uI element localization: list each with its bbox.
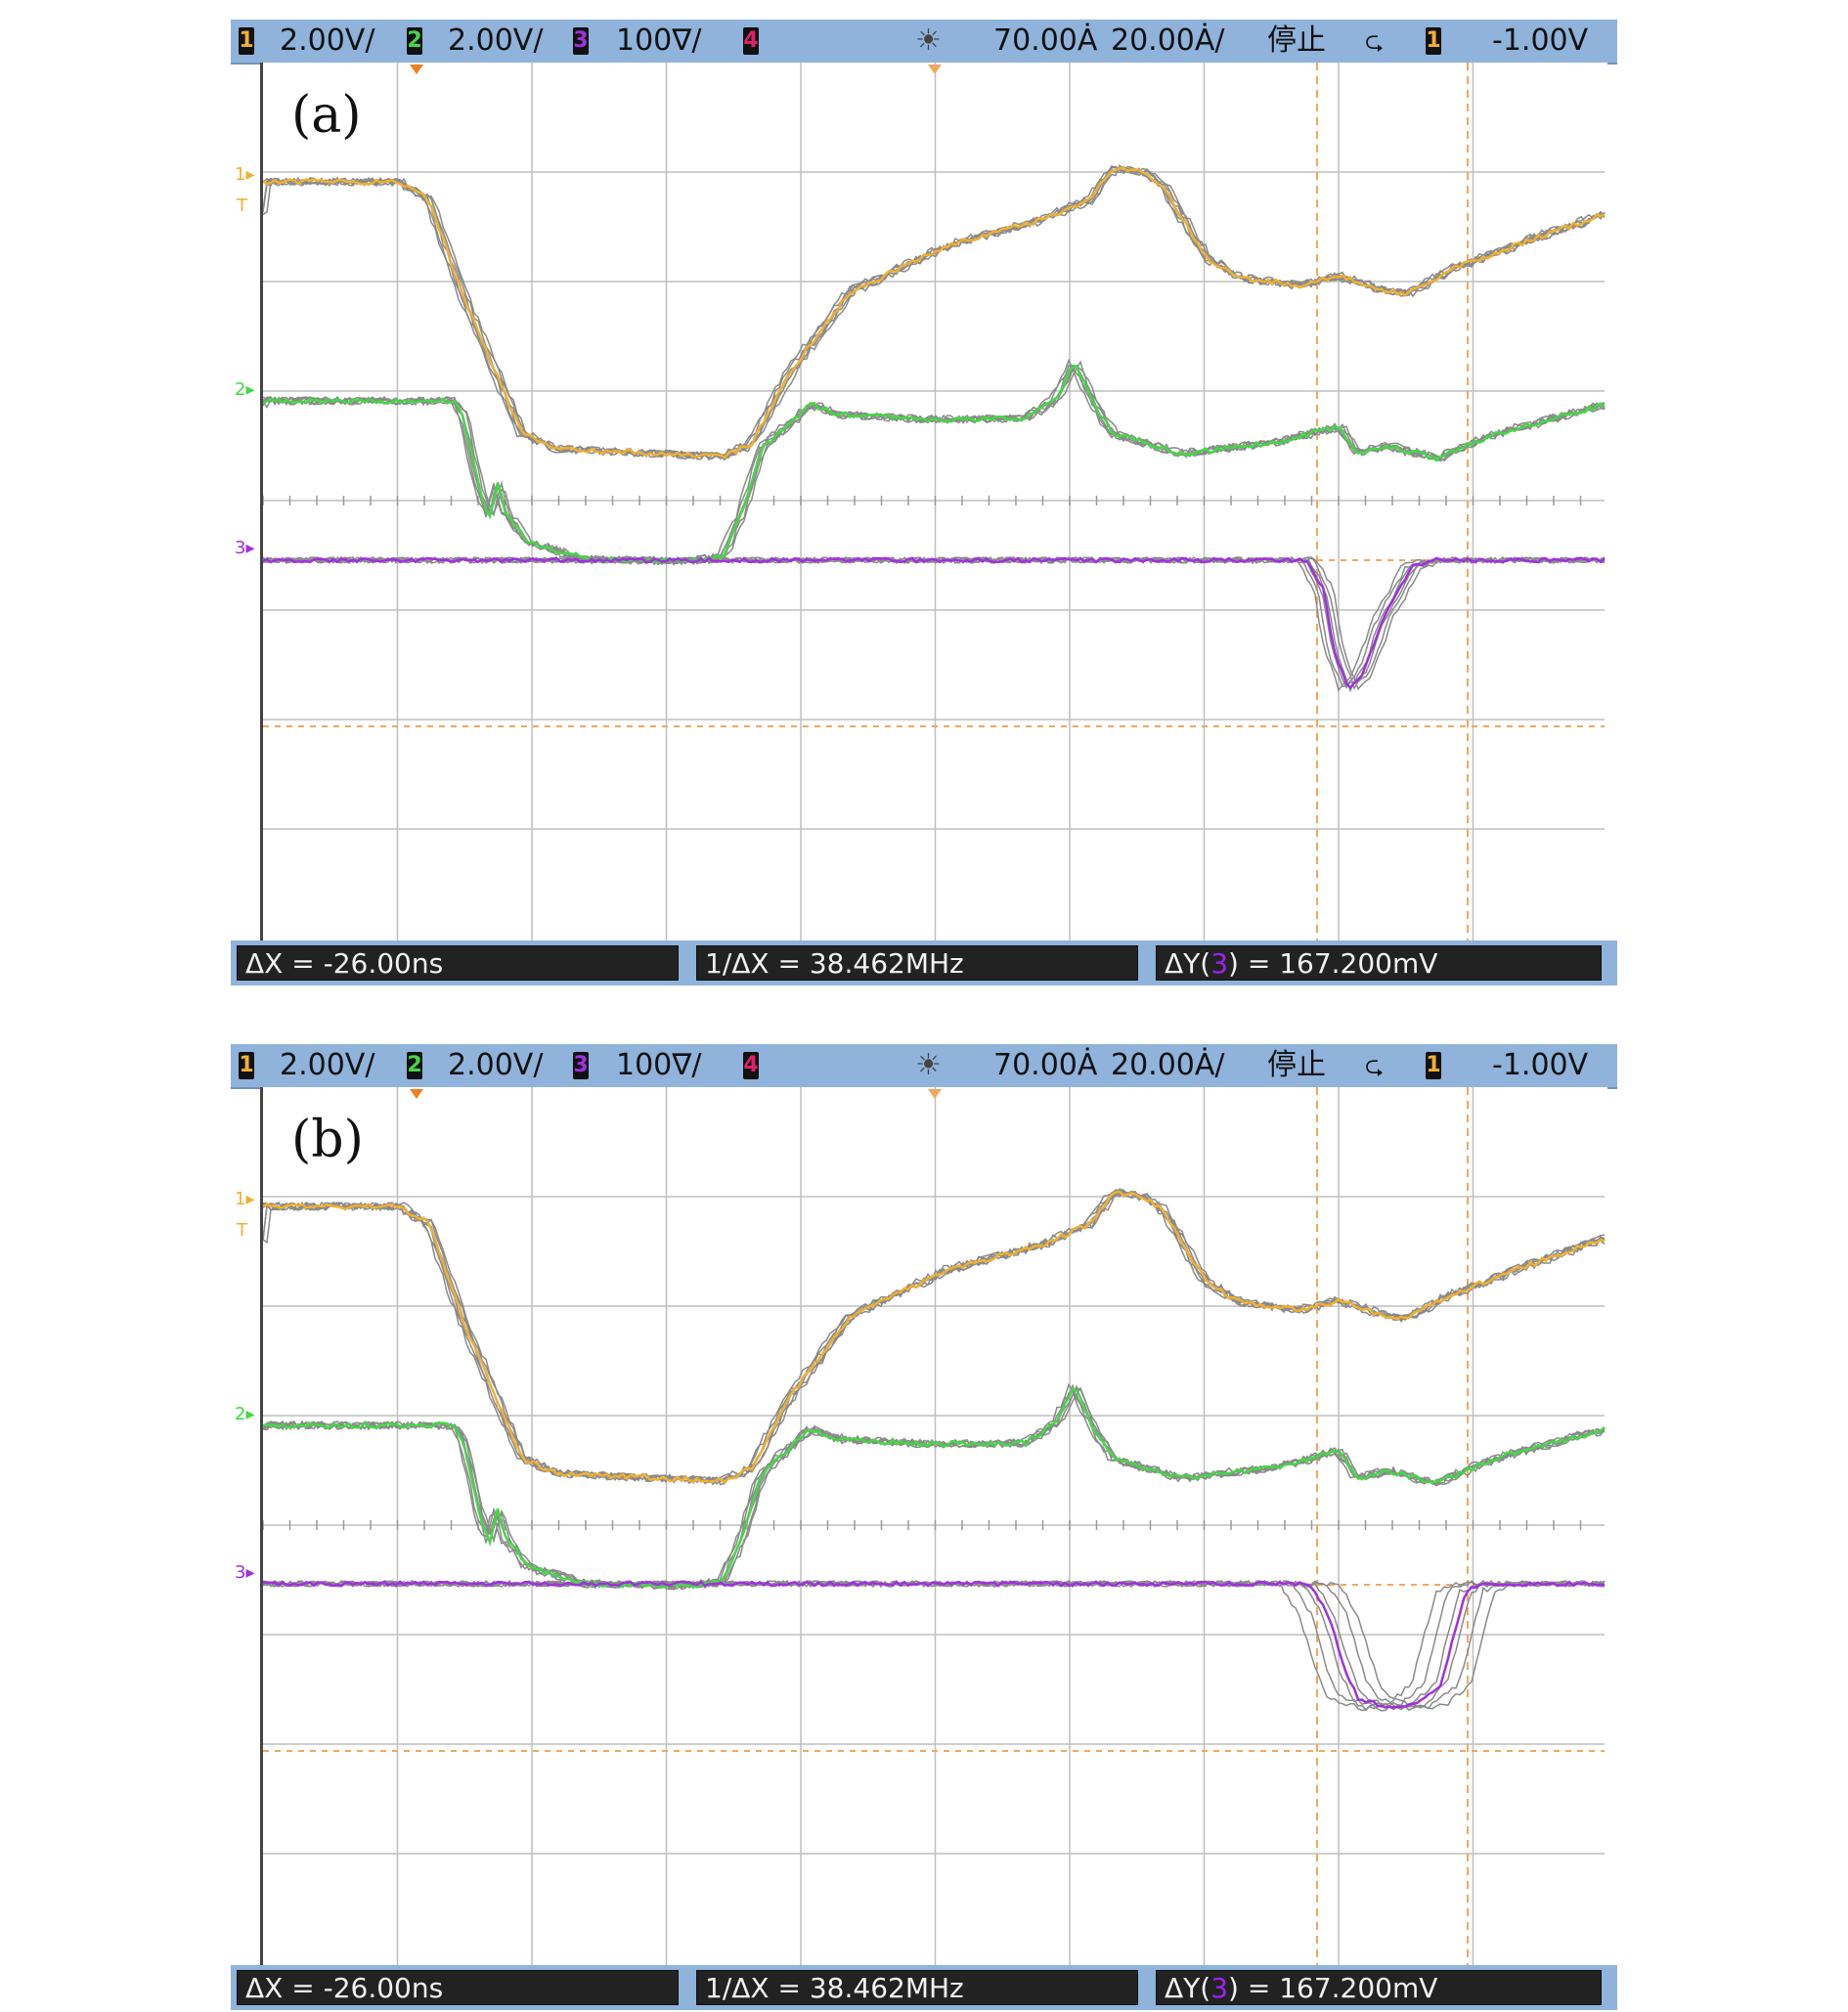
delta-y-readout[interactable]: ΔY(3) = 167.200mV	[1156, 945, 1602, 981]
ch2-persistence-trace	[263, 1390, 1606, 1591]
ch2-persistence-trace	[263, 1383, 1606, 1592]
channel-1-badge[interactable]: 1	[239, 27, 254, 55]
scope-status-bar: 1 2.00V/ 2 2.00V/ 3 100∇/ 4 ☀ 70.00Ȧ 20.…	[231, 1044, 1617, 1089]
brightness-icon[interactable]: ☀	[915, 1048, 942, 1082]
measurement-bar: ΔX = -26.00ns 1/ΔX = 38.462MHz ΔY(3) = 1…	[231, 1965, 1617, 2010]
delta-y-channel: 3	[1210, 1972, 1229, 2004]
ch1-persistence-trace	[263, 165, 1606, 459]
time-offset[interactable]: 70.00Ȧ	[993, 1048, 1098, 1082]
trigger-level[interactable]: -1.00V	[1492, 23, 1589, 58]
ch1-trace	[263, 166, 1606, 459]
ch2-persistence-trace	[263, 1384, 1606, 1590]
trigger-marker[interactable]: T	[237, 1220, 247, 1241]
waveform-canvas	[263, 1087, 1606, 1965]
ch2-marker[interactable]: 2▸	[235, 379, 255, 400]
trigger-edge-icon[interactable]: ⮎	[1365, 27, 1385, 55]
inverse-delta-x-text: 1/ΔX = 38.462MHz	[705, 947, 964, 980]
scope-status-bar: 1 2.00V/ 2 2.00V/ 3 100∇/ 4 ☀ 70.00Ȧ 20.…	[231, 20, 1617, 65]
channel-2-badge[interactable]: 2	[407, 1052, 422, 1079]
time-offset[interactable]: 70.00Ȧ	[993, 23, 1098, 58]
ch3-trace	[263, 556, 1606, 690]
trigger-channel-badge[interactable]: 1	[1426, 1052, 1441, 1079]
scope-panel-a: 1 2.00V/ 2 2.00V/ 3 100∇/ 4 ☀ 70.00Ȧ 20.…	[231, 20, 1617, 987]
channel-1-scale[interactable]: 2.00V/	[280, 23, 375, 58]
delta-y-channel: 3	[1210, 947, 1229, 980]
ch3-trace	[263, 1580, 1606, 1709]
ch1-offset-marker	[410, 1089, 423, 1099]
time-scale[interactable]: 20.00Ȧ/	[1111, 1048, 1225, 1082]
ch2-persistence-trace	[263, 366, 1606, 566]
trigger-edge-icon[interactable]: ⮎	[1365, 1052, 1385, 1079]
delta-x-readout[interactable]: ΔX = -26.00ns	[237, 945, 679, 981]
trigger-channel-badge[interactable]: 1	[1426, 27, 1441, 55]
channel-3-scale[interactable]: 100∇/	[616, 1048, 702, 1082]
ch2-persistence-trace	[263, 364, 1606, 565]
ch1-marker[interactable]: 1▸	[235, 164, 255, 185]
channel-3-scale[interactable]: 100∇/	[616, 23, 702, 58]
channel-4-badge[interactable]: 4	[743, 27, 759, 55]
ch1-persistence-trace	[263, 165, 1606, 460]
ch1-persistence-trace	[263, 165, 1606, 460]
run-state[interactable]: 停止	[1267, 23, 1326, 58]
ch2-persistence-trace	[263, 364, 1606, 565]
ch2-persistence-trace	[263, 1386, 1606, 1590]
channel-1-badge[interactable]: 1	[239, 1052, 254, 1079]
trigger-position-marker	[928, 65, 942, 74]
panel-label: (b)	[291, 1111, 364, 1169]
delta-y-prefix: ΔY(	[1165, 947, 1211, 980]
ch2-persistence-trace	[263, 365, 1606, 566]
delta-y-readout[interactable]: ΔY(3) = 167.200mV	[1156, 1970, 1602, 2005]
channel-2-scale[interactable]: 2.00V/	[448, 1048, 544, 1082]
trigger-marker[interactable]: T	[237, 196, 247, 216]
ch2-trace	[263, 1386, 1606, 1589]
delta-y-value: ) = 167.200mV	[1228, 1972, 1438, 2004]
inverse-delta-x-readout[interactable]: 1/ΔX = 38.462MHz	[696, 945, 1138, 981]
ch1-trace	[263, 1190, 1606, 1485]
waveform-canvas	[263, 63, 1606, 940]
ch1-offset-marker	[410, 65, 423, 74]
ch2-persistence-trace	[263, 360, 1606, 566]
channel-2-scale[interactable]: 2.00V/	[448, 23, 544, 58]
panel-label: (a)	[291, 86, 362, 145]
channel-2-badge[interactable]: 2	[407, 27, 422, 55]
measurement-bar: ΔX = -26.00ns 1/ΔX = 38.462MHz ΔY(3) = 1…	[231, 940, 1617, 985]
channel-4-badge[interactable]: 4	[743, 1052, 759, 1079]
ch2-marker[interactable]: 2▸	[235, 1404, 255, 1424]
time-scale[interactable]: 20.00Ȧ/	[1111, 23, 1225, 58]
ch1-persistence-trace	[263, 1189, 1606, 1485]
ch2-trace	[263, 364, 1606, 564]
inverse-delta-x-text: 1/ΔX = 38.462MHz	[705, 1972, 964, 2004]
ch3-persistence-trace	[263, 556, 1606, 689]
run-state[interactable]: 停止	[1267, 1048, 1326, 1082]
waveform-display[interactable]	[260, 1087, 1607, 1965]
waveform-display[interactable]	[260, 63, 1607, 940]
channel-1-scale[interactable]: 2.00V/	[280, 1048, 375, 1082]
channel-3-badge[interactable]: 3	[573, 27, 589, 55]
trigger-level[interactable]: -1.00V	[1492, 1048, 1589, 1082]
inverse-delta-x-readout[interactable]: 1/ΔX = 38.462MHz	[696, 1970, 1138, 2005]
ch2-persistence-trace	[263, 1386, 1606, 1591]
delta-y-prefix: ΔY(	[1165, 1972, 1211, 2004]
ch3-marker[interactable]: 3▸	[235, 1562, 255, 1583]
ch3-persistence-trace	[263, 1579, 1605, 1711]
scope-panel-b: 1 2.00V/ 2 2.00V/ 3 100∇/ 4 ☀ 70.00Ȧ 20.…	[231, 1044, 1617, 2012]
ch1-persistence-trace	[263, 164, 1606, 459]
ch1-persistence-trace	[263, 167, 1606, 461]
ch1-marker[interactable]: 1▸	[235, 1189, 255, 1209]
delta-y-value: ) = 167.200mV	[1228, 947, 1438, 980]
ch3-marker[interactable]: 3▸	[235, 538, 255, 558]
delta-x-readout[interactable]: ΔX = -26.00ns	[237, 1970, 679, 2005]
brightness-icon[interactable]: ☀	[915, 23, 942, 58]
trigger-position-marker	[928, 1089, 942, 1099]
ch1-persistence-trace	[263, 164, 1606, 461]
channel-3-badge[interactable]: 3	[573, 1052, 589, 1079]
